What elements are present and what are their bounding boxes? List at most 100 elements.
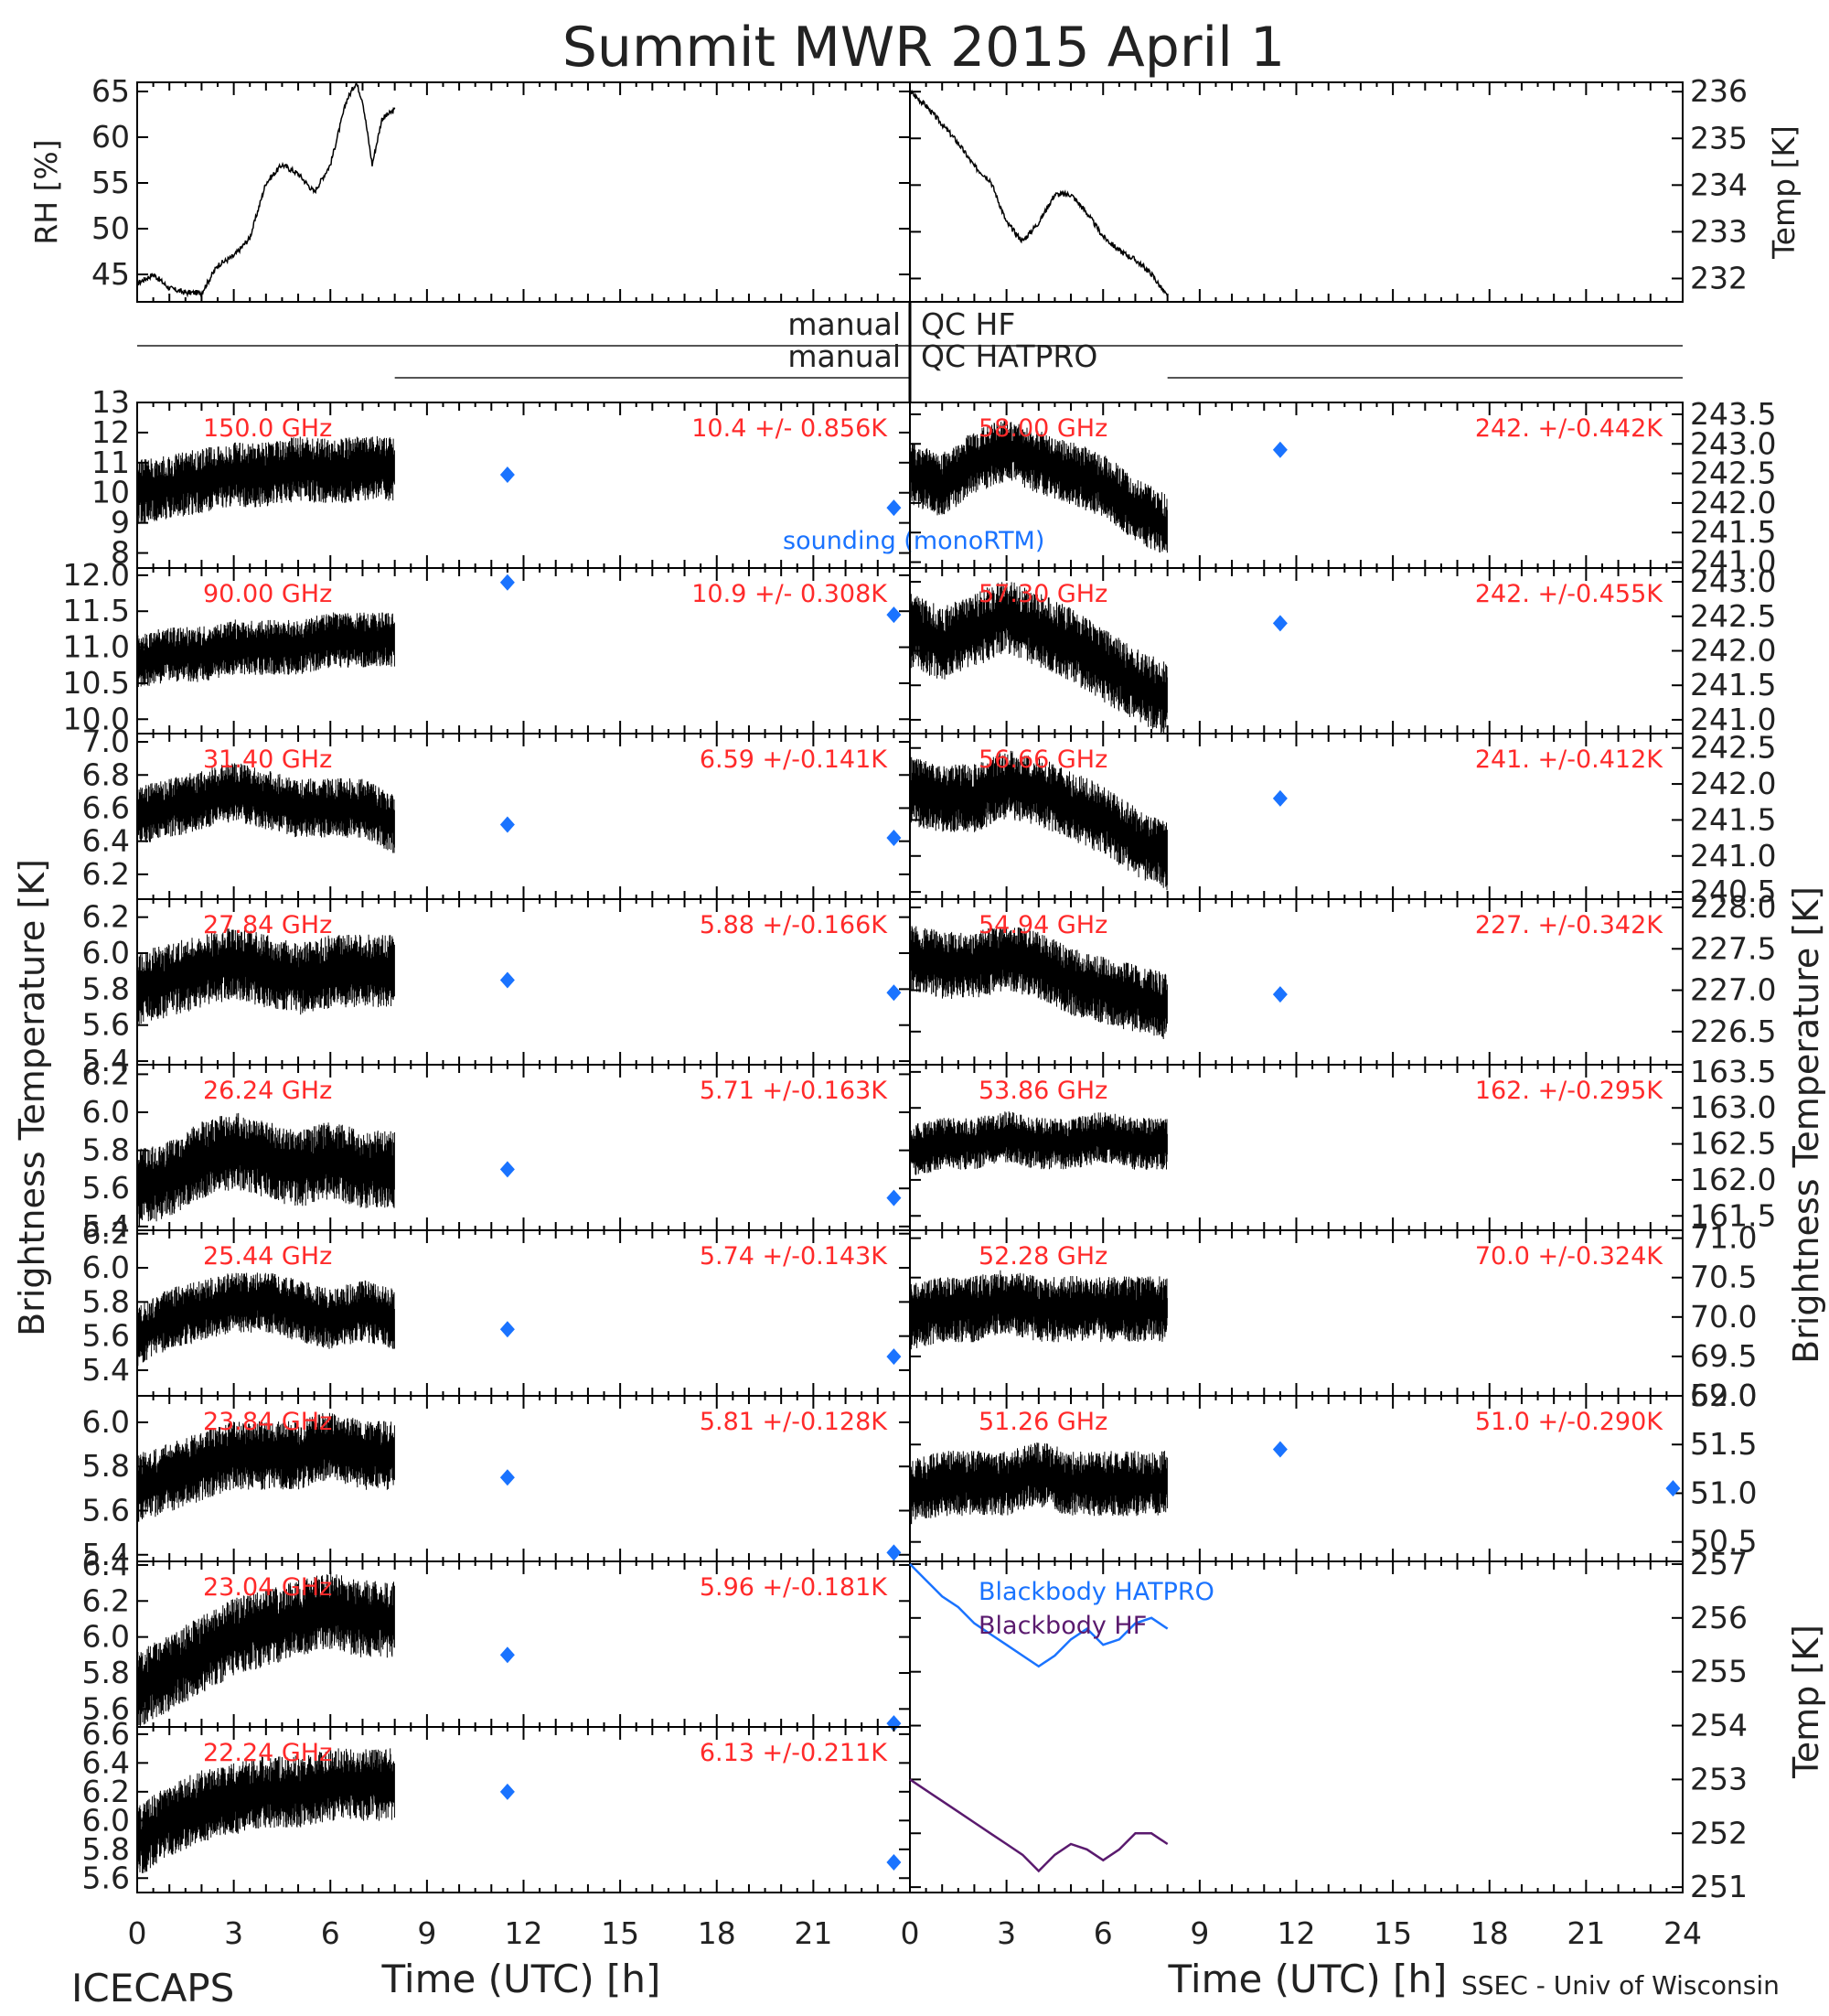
rh-ytick-label: 60 (91, 119, 130, 155)
blackbody-ytick-label: 251 (1690, 1869, 1748, 1904)
freq-label: 57.30 GHz (979, 580, 1107, 608)
sounding-point (886, 499, 902, 517)
right-panel-ytick-label: 227.5 (1690, 930, 1776, 966)
sounding-point (886, 984, 902, 1002)
left-panel-ytick-label: 6.0 (82, 1404, 130, 1440)
stat-label: 5.88 +/-0.166K (700, 911, 888, 939)
right-panel-trace (909, 418, 1168, 553)
right-panel-ytick-label: 69.5 (1690, 1338, 1757, 1374)
freq-label: 23.04 GHz (203, 1573, 332, 1602)
left-panel-ytick-label: 5.6 (82, 1318, 130, 1354)
left-panel-ytick-label: 6.2 (82, 856, 130, 892)
right-panel-ytick-label: 71.0 (1690, 1220, 1757, 1256)
right-panel-ytick-label: 242.5 (1690, 598, 1776, 634)
left-panel-ytick-label: 6.0 (82, 1802, 130, 1838)
left-panel-ytick-label: 6.2 (82, 1056, 130, 1091)
x-tick-label-left: 6 (321, 1915, 340, 1951)
left-panel-ytick-label: 6.0 (82, 1094, 130, 1130)
left-panel-ytick-label: 6.8 (82, 756, 130, 792)
left-panel-ytick-label: 6.0 (82, 935, 130, 970)
x-tick-label-right: 6 (1094, 1915, 1113, 1951)
stat-label: 227. +/-0.342K (1475, 911, 1663, 939)
qc-label-right: QC HATPRO (921, 338, 1097, 374)
left-panel-ytick-label: 5.8 (82, 1132, 130, 1168)
rh-ytick-label: 55 (91, 165, 130, 200)
x-tick-label-right: 12 (1278, 1915, 1316, 1951)
qc-label-left: manual (787, 306, 901, 342)
x-tick-label-left: 18 (698, 1915, 736, 1951)
left-panel-ytick-label: 5.4 (82, 1043, 130, 1078)
right-panel-ytick-label: 242.5 (1690, 730, 1776, 766)
sounding-point (499, 1469, 515, 1486)
blackbody-ytick-label: 257 (1690, 1546, 1748, 1582)
right-panel-ytick-label: 228.0 (1690, 889, 1776, 925)
right-panel-ytick-label: 69.0 (1690, 1378, 1757, 1413)
stat-label: 241. +/-0.412K (1475, 745, 1663, 774)
temp-axis-label: Temp [K] (1766, 125, 1802, 260)
freq-label: 31.40 GHz (203, 745, 332, 774)
blackbody-ytick-label: 256 (1690, 1600, 1748, 1635)
right-panel-ytick-label: 51.0 (1690, 1474, 1757, 1510)
sounding-point (886, 1544, 902, 1561)
left-panel-trace (136, 1272, 395, 1367)
right-panel-trace (909, 1442, 1168, 1525)
right-panel-trace (909, 582, 1168, 733)
y-axis-label-bb: Temp [K] (1786, 1625, 1826, 1779)
rh-ytick-label: 65 (91, 73, 130, 109)
stat-label: 5.81 +/-0.128K (700, 1408, 888, 1436)
sounding-point (886, 606, 902, 624)
right-panel-ytick-label: 242.0 (1690, 633, 1776, 669)
chart-title: Summit MWR 2015 April 1 (562, 16, 1285, 80)
rh-axis-label: RH [%] (28, 139, 64, 244)
right-panel-ytick-label: 241.5 (1690, 514, 1776, 550)
left-panel-ytick-label: 6.4 (82, 1744, 130, 1780)
right-panel-trace (909, 926, 1168, 1039)
right-panel-ytick-label: 242.0 (1690, 485, 1776, 520)
temp-ytick-label: 235 (1690, 120, 1748, 155)
freq-label: 53.86 GHz (979, 1077, 1107, 1105)
right-panel-ytick-label: 70.0 (1690, 1299, 1757, 1335)
left-panel-ytick-label: 9 (111, 505, 130, 541)
left-panel-ytick-label: 6.0 (82, 1619, 130, 1655)
x-tick-label-right: 9 (1190, 1915, 1209, 1951)
qc-label-left: manual (787, 338, 901, 374)
left-panel-ytick-label: 6.2 (82, 899, 130, 935)
stat-label: 6.59 +/-0.141K (700, 745, 888, 774)
y-axis-label-left: Brightness Temperature [K] (12, 859, 52, 1336)
right-panel-trace (909, 1270, 1168, 1350)
left-panel-ytick-label: 12 (91, 414, 130, 450)
blackbody-series-line (909, 1563, 1169, 1668)
left-panel-trace (136, 1412, 395, 1522)
blackbody-ytick-label: 254 (1690, 1708, 1748, 1743)
stat-label: 51.0 +/-0.290K (1475, 1408, 1663, 1436)
right-panel-ytick-label: 50.5 (1690, 1524, 1757, 1560)
right-panel-ytick-label: 163.0 (1690, 1089, 1776, 1125)
left-panel-ytick-label: 5.6 (82, 1492, 130, 1528)
right-panel-ytick-label: 243.5 (1690, 396, 1776, 432)
sounding-point (1272, 615, 1288, 632)
left-panel-trace (136, 1112, 395, 1227)
left-panel-ytick-label: 5.4 (82, 1352, 130, 1388)
sounding-point (886, 830, 902, 847)
freq-label: 22.24 GHz (203, 1739, 332, 1767)
blackbody-series-line (909, 1778, 1169, 1873)
right-panel-ytick-label: 226.5 (1690, 1013, 1776, 1049)
left-panel-ytick-label: 6.6 (82, 789, 130, 825)
blackbody-ytick-label: 255 (1690, 1654, 1748, 1689)
rh-series (136, 81, 396, 298)
freq-label: 150.0 GHz (203, 414, 332, 443)
stat-label: 6.13 +/-0.211K (700, 1739, 888, 1767)
blackbody-legend: Blackbody HATPRO (979, 1578, 1214, 1606)
left-panel-ytick-label: 5.8 (82, 970, 130, 1006)
left-panel-ytick-label: 13 (91, 384, 130, 420)
right-panel-ytick-label: 162.0 (1690, 1162, 1776, 1197)
x-tick-label-left: 0 (128, 1915, 147, 1951)
freq-label: 90.00 GHz (203, 580, 332, 608)
freq-label: 25.44 GHz (203, 1242, 332, 1271)
left-panel-ytick-label: 5.6 (82, 1860, 130, 1895)
sounding-legend: sounding (monoRTM) (783, 527, 1044, 555)
footer-icecaps: ICECAPS (71, 1966, 234, 2011)
x-tick-label-right: 15 (1374, 1915, 1412, 1951)
